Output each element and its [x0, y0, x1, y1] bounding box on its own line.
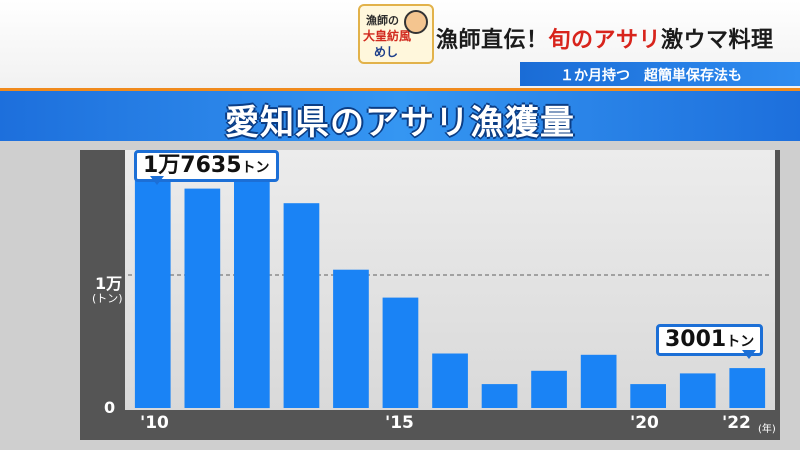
logo-line-2: 大皇紡風	[363, 29, 412, 43]
bar-2018	[531, 370, 567, 408]
subheadline: １か月持つ 超簡単保存法も	[560, 68, 742, 84]
x-tick-label-2010: '10	[140, 413, 169, 433]
bar-2020	[630, 384, 666, 408]
max-value-text: 1万7635	[143, 153, 242, 178]
chart-title: 愛知県のアサリ漁獲量	[225, 103, 575, 143]
x-tick-label-2015: '15	[385, 413, 414, 433]
x-tick-label-2020: '20	[630, 413, 659, 433]
bar-2011	[184, 188, 221, 408]
bar-2017	[481, 384, 518, 408]
bar-2021	[679, 373, 716, 408]
divider	[0, 88, 800, 91]
headline-part-2: 旬のアサリ	[548, 28, 662, 53]
bar-2016	[432, 353, 468, 408]
headline-part-1: 漁師直伝！	[436, 28, 549, 53]
headline: 漁師直伝！旬のアサリ激ウマ料理	[436, 22, 774, 54]
bar-2019	[580, 354, 617, 408]
bar-2012	[234, 175, 270, 409]
bar-2015	[382, 297, 419, 408]
max-value-unit: トン	[241, 160, 270, 176]
bar-2013	[283, 203, 320, 408]
y-tick-label-10000: 1万	[95, 274, 123, 293]
headline-part-3: 激ウマ料理	[661, 28, 774, 53]
mascot-icon	[404, 10, 428, 34]
bar-2010	[134, 173, 171, 408]
top-banner: 漁師の 大皇紡風 めし 漁師直伝！旬のアサリ激ウマ料理 １か月持つ 超簡単保存法…	[0, 0, 800, 88]
logo-line-1: 漁師の	[366, 14, 399, 27]
program-logo: 漁師の 大皇紡風 めし	[358, 4, 434, 64]
x-axis-unit: (年)	[758, 424, 776, 435]
latest-value-text: 3001	[665, 327, 727, 352]
latest-value-unit: トン	[726, 334, 755, 350]
chart-title-band: 愛知県のアサリ漁獲量	[0, 91, 800, 143]
y-tick-label-0: 0	[104, 398, 116, 417]
subheadline-bar: １か月持つ 超簡単保存法も	[520, 62, 800, 86]
latest-callout-pointer	[742, 350, 756, 359]
logo-line-3: めし	[374, 45, 399, 59]
y-axis-unit: (トン)	[92, 292, 123, 305]
bar-2014	[333, 269, 369, 408]
max-callout-pointer	[150, 176, 164, 185]
x-tick-label-2022: '22	[722, 413, 751, 433]
bar-2022	[729, 368, 766, 408]
